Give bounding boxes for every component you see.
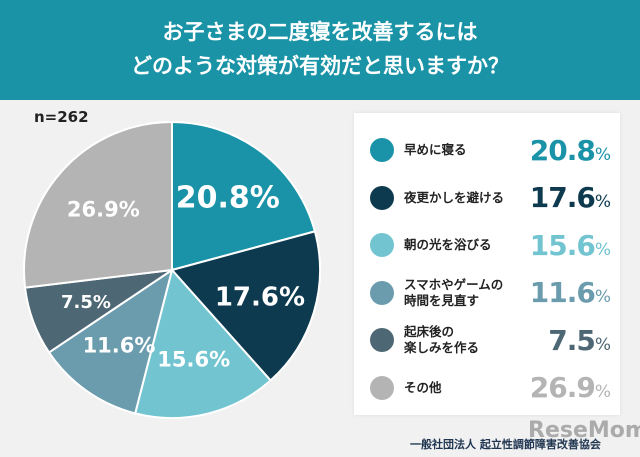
legend-value: 11.6%	[529, 276, 611, 309]
pie-slice	[171, 120, 317, 272]
title-line-2: どのような対策が有効だと思いますか？	[131, 54, 509, 78]
pie-slice	[47, 267, 174, 415]
legend-swatch	[370, 328, 394, 352]
legend-label: 早めに寝る	[404, 142, 467, 157]
slice-data-label: 17.6%	[215, 282, 305, 312]
title-line-1: お子さまの二度寝を改善するには	[162, 20, 478, 44]
watermark-logo: ReseMom	[528, 418, 640, 443]
chart-title-banner: お子さまの二度寝を改善するには どのような対策が有効だと思いますか？	[0, 0, 640, 100]
legend-swatch	[370, 138, 394, 162]
legend-label: 朝の光を浴びる	[404, 237, 492, 252]
legend-label: スマホやゲームの 時間を見直す	[404, 276, 504, 308]
legend-swatch	[370, 375, 394, 400]
legend-value: 7.5%	[548, 323, 611, 357]
legend-swatch	[370, 233, 394, 257]
legend-swatch	[370, 185, 394, 210]
slice-data-label: 20.8%	[176, 181, 280, 216]
legend-label: その他	[404, 379, 442, 395]
legend-item: その他 26.9%	[354, 365, 620, 411]
legend-item: 起床後の 楽しみを作る 7.5%	[354, 317, 620, 363]
legend-item: 早めに寝る 20.8%	[354, 127, 620, 173]
legend-value: 26.9%	[529, 371, 611, 404]
sample-size: n=262	[34, 108, 89, 126]
slice-data-label: 11.6%	[83, 333, 156, 357]
legend-label: 夜更かしを避ける	[404, 189, 505, 205]
legend-value: 17.6%	[529, 181, 611, 214]
legend-item: 朝の光を浴びる 15.6%	[354, 222, 620, 268]
legend-label: 起床後の 楽しみを作る	[404, 324, 480, 355]
organization-credit: 一般社団法人 起立性調節障害改善協会	[410, 438, 601, 451]
pie-slice	[133, 267, 272, 419]
pie-slice	[23, 120, 173, 289]
legend-swatch	[370, 280, 394, 305]
pie-slice	[170, 230, 321, 382]
legend: 早めに寝る 20.8% 夜更かしを避ける 17.6% 朝の光を浴びる 15.6% スマホやゲ…	[354, 113, 620, 415]
legend-item: 夜更かしを避ける 17.6%	[354, 175, 620, 221]
slice-data-label: 7.5%	[61, 292, 111, 313]
legend-value: 20.8%	[529, 133, 611, 167]
legend-value: 15.6%	[529, 228, 611, 262]
slice-data-label: 15.6%	[157, 348, 230, 372]
legend-item: スマホやゲームの 時間を見直す 11.6%	[354, 270, 620, 316]
slice-data-label: 26.9%	[67, 197, 140, 221]
